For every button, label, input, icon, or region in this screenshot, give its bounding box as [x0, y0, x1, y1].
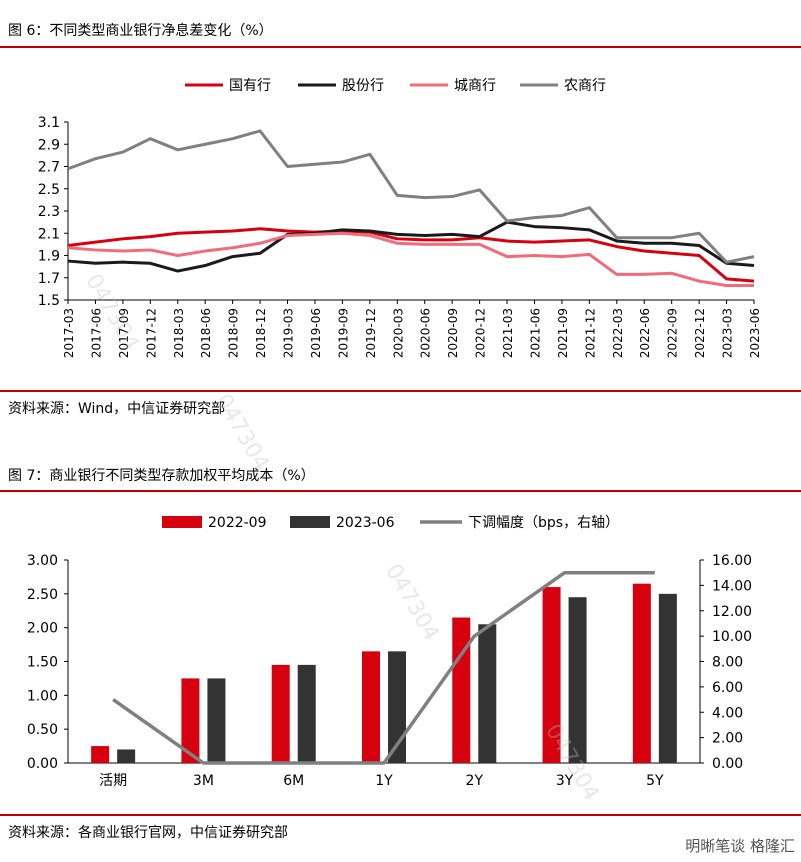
- legend-label: 下调幅度（bps，右轴）: [468, 515, 619, 531]
- y-tick-label: 2.5: [38, 182, 60, 198]
- right-y-tick-label: 6.00: [712, 680, 743, 696]
- x-tick-label: 2021-06: [528, 308, 542, 358]
- y-tick-label: 2.9: [38, 137, 60, 153]
- bar-2022-09-2Y: [452, 617, 471, 763]
- bar-2023-06-3M: [207, 678, 226, 763]
- x-tick-label: 6M: [283, 773, 304, 789]
- legend-label: 国有行: [229, 78, 271, 94]
- x-tick-label: 2017-12: [144, 308, 158, 358]
- y-tick-label: 2.1: [38, 226, 60, 242]
- left-y-tick-label: 2.00: [27, 621, 58, 637]
- bar-2023-06-5Y: [658, 593, 677, 763]
- bar-2023-06-1Y: [388, 651, 406, 763]
- x-tick-label: 2021-03: [501, 308, 515, 358]
- legend-swatch: [162, 516, 202, 528]
- figure-7-bottom-rule: [0, 814, 801, 816]
- right-y-tick-label: 0.00: [712, 756, 743, 772]
- figure-7-caption: 图 7：商业银行不同类型存款加权平均成本（%）: [8, 468, 315, 484]
- legend-label: 农商行: [564, 78, 606, 94]
- x-tick-label: 2020-09: [446, 308, 460, 358]
- legend-label: 城商行: [454, 78, 496, 94]
- legend-swatch: [290, 516, 330, 528]
- right-y-tick-label: 10.00: [712, 629, 752, 645]
- series-line-城商行: [67, 231, 754, 288]
- right-y-tick-label: 4.00: [712, 705, 743, 721]
- bar-2022-09-3Y: [542, 587, 561, 763]
- x-tick-label: 2017-09: [117, 308, 131, 358]
- y-tick-label: 1.9: [38, 249, 60, 265]
- x-tick-label: 2017-06: [89, 308, 103, 358]
- y-tick-label: 1.7: [38, 271, 60, 287]
- x-tick-label: 2020-12: [474, 308, 488, 358]
- bar-2023-06-活期: [117, 749, 136, 763]
- x-tick-label: 1Y: [375, 773, 393, 789]
- legend-label: 股份行: [342, 78, 384, 94]
- series-line-农商行: [67, 129, 755, 264]
- x-tick-label: 2019-06: [309, 308, 323, 358]
- x-tick-label: 2018-09: [227, 308, 241, 358]
- left-y-tick-label: 0.50: [27, 722, 58, 738]
- right-y-tick-label: 2.00: [712, 731, 743, 747]
- y-tick-label: 2.7: [38, 160, 60, 176]
- legend-label: 2022-09: [208, 515, 267, 531]
- figure-6-bottom-rule: [0, 390, 801, 392]
- left-y-tick-label: 3.00: [27, 553, 58, 569]
- x-tick-label: 2022-03: [611, 308, 625, 358]
- bar-2023-06-2Y: [478, 624, 497, 763]
- bar-2022-09-1Y: [362, 651, 380, 763]
- figure-6-caption: 图 6：不同类型商业银行净息差变化（%）: [8, 23, 273, 39]
- figure-7-top-rule: [0, 490, 801, 492]
- series-line-股份行: [67, 220, 755, 273]
- x-tick-label: 2023-06: [748, 308, 762, 358]
- x-tick-label: 2021-09: [556, 308, 570, 358]
- bar-2022-09-5Y: [632, 583, 651, 763]
- net-interest-margin-line-chart: 1.5 1.7 1.9 2.1 2.3 2.5 2.7 2.9 3.1 2017-03 2017-0…: [38, 78, 762, 358]
- right-y-tick-label: 12.00: [712, 604, 752, 620]
- y-tick-label: 3.1: [38, 115, 60, 131]
- bar-2023-06-3Y: [568, 597, 587, 763]
- x-tick-label: 3Y: [556, 773, 574, 789]
- x-tick-label: 2018-12: [254, 308, 268, 358]
- x-tick-label: 5Y: [646, 773, 664, 789]
- x-tick-label: 2Y: [466, 773, 484, 789]
- figure-6-source: 资料来源：Wind，中信证券研究部: [8, 401, 226, 417]
- y-tick-label: 2.3: [38, 204, 60, 220]
- x-tick-label: 2023-03: [721, 308, 735, 358]
- bar-2022-09-3M: [181, 678, 200, 763]
- deposit-cost-bar-chart: 0.00 0.50 1.00 1.50 2.00 2.50 3.00 0.00 2.00 4.00…: [27, 515, 752, 789]
- series-line-国有行: [67, 227, 755, 283]
- right-y-tick-label: 8.00: [712, 655, 743, 671]
- x-tick-label: 2017-03: [62, 308, 76, 358]
- left-y-tick-label: 1.50: [27, 655, 58, 671]
- x-tick-label: 2018-03: [172, 308, 186, 358]
- x-tick-label: 2018-06: [199, 308, 213, 358]
- bar-2023-06-6M: [297, 664, 316, 763]
- bar-2022-09-6M: [271, 664, 290, 763]
- figure-6-top-rule: [0, 46, 801, 48]
- x-tick-label: 2019-12: [364, 308, 378, 358]
- legend-label: 2023-06: [336, 515, 395, 531]
- x-tick-label: 2020-03: [391, 308, 405, 358]
- x-tick-label: 活期: [99, 773, 127, 789]
- right-y-tick-label: 14.00: [712, 578, 752, 594]
- left-y-tick-label: 1.00: [27, 688, 58, 704]
- left-y-tick-label: 2.50: [27, 587, 58, 603]
- y-tick-label: 1.5: [38, 293, 60, 309]
- series-line-下调幅度: [112, 570, 655, 765]
- x-tick-label: 3M: [193, 773, 214, 789]
- x-tick-label: 2022-12: [693, 308, 707, 358]
- left-y-tick-label: 0.00: [27, 756, 58, 772]
- bar-2022-09-活期: [91, 746, 110, 763]
- x-tick-label: 2020-06: [419, 308, 433, 358]
- x-tick-label: 2021-12: [583, 308, 597, 358]
- right-y-tick-label: 16.00: [712, 553, 752, 569]
- brand-watermark: 明晰笔谈 格隆汇: [685, 837, 795, 855]
- x-tick-label: 2019-09: [336, 308, 350, 358]
- x-tick-label: 2022-09: [666, 308, 680, 358]
- x-tick-label: 2022-06: [638, 308, 652, 358]
- x-tick-label: 2019-03: [282, 308, 296, 358]
- figure-7-source: 资料来源：各商业银行官网，中信证券研究部: [8, 825, 288, 841]
